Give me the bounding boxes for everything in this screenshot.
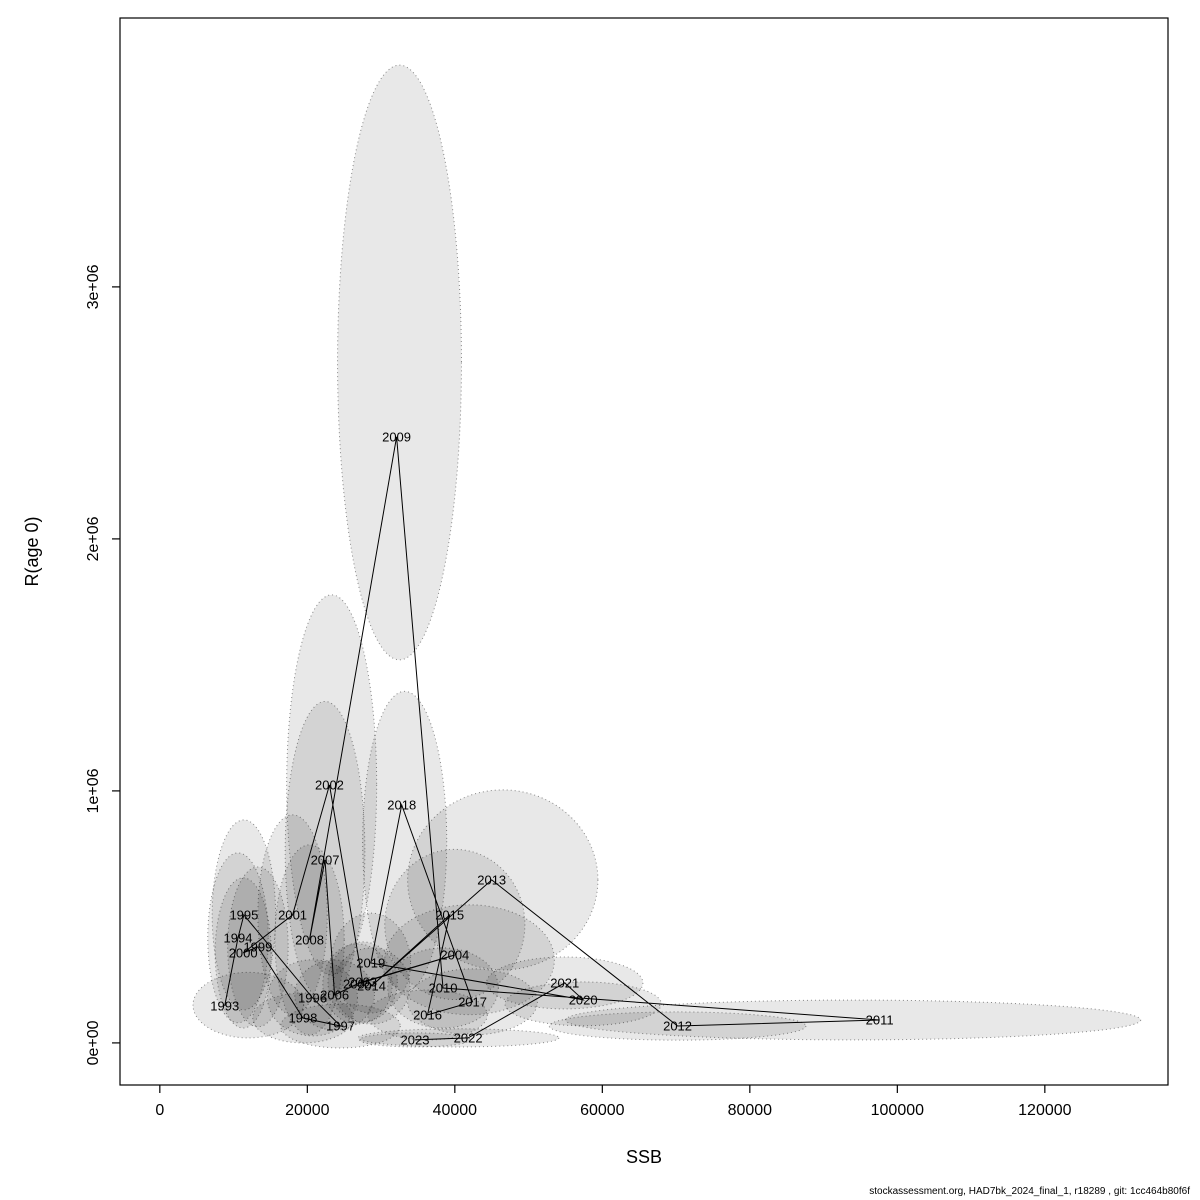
year-label-2018: 2018 (387, 798, 416, 813)
y-tick-label: 1e+06 (85, 768, 102, 813)
y-axis-title: R(age 0) (22, 516, 42, 586)
year-label-2003: 2003 (348, 974, 377, 989)
x-tick-label: 100000 (871, 1102, 924, 1119)
year-label-2014: 2014 (357, 978, 386, 993)
year-label-1997: 1997 (326, 1019, 355, 1034)
y-tick-label: 3e+06 (85, 264, 102, 309)
x-tick-label: 20000 (285, 1102, 330, 1119)
x-tick-label: 0 (155, 1102, 164, 1119)
confidence-ellipse-1993 (192, 971, 305, 1039)
year-label-2021: 2021 (550, 975, 579, 990)
year-label-2008: 2008 (295, 932, 324, 947)
x-axis: 0 20000 40000 60000 80000 100000 120000 (155, 1085, 1072, 1119)
year-label-2017: 2017 (458, 994, 487, 1009)
year-label-2004: 2004 (440, 947, 469, 962)
year-label-2009: 2009 (382, 429, 411, 444)
year-label-2019: 2019 (356, 956, 385, 971)
x-axis-title: SSB (626, 1147, 662, 1167)
year-label-2000: 2000 (229, 945, 258, 960)
year-label-2001: 2001 (278, 907, 307, 922)
year-label-1998: 1998 (288, 1010, 317, 1025)
year-label-2007: 2007 (311, 852, 340, 867)
year-label-2012: 2012 (663, 1019, 692, 1034)
footer-caption: stockassessment.org, HAD7bk_2024_final_1… (869, 1186, 1190, 1197)
year-label-2005: 2005 (343, 976, 372, 991)
confidence-ellipses (192, 64, 1142, 1049)
y-tick-label: 0e+00 (85, 1020, 102, 1065)
year-label-2010: 2010 (429, 980, 458, 995)
year-label-2020: 2020 (569, 992, 598, 1007)
year-label-2011: 2011 (866, 1012, 894, 1027)
year-label-2013: 2013 (477, 872, 506, 887)
confidence-ellipse-2013 (407, 789, 599, 971)
y-axis: 0e+00 1e+06 2e+06 3e+06 (85, 264, 120, 1065)
confidence-ellipse-2002 (286, 594, 378, 976)
confidence-ellipse-2011 (564, 999, 1142, 1041)
x-tick-label: 80000 (728, 1102, 773, 1119)
year-label-1995: 1995 (229, 907, 258, 922)
year-label-2006: 2006 (320, 988, 349, 1003)
confidence-ellipse-2009 (337, 64, 462, 661)
year-label-2023: 2023 (401, 1032, 430, 1047)
x-tick-label: 60000 (580, 1102, 625, 1119)
confidence-ellipse-2018 (362, 690, 448, 992)
year-label-1994: 1994 (224, 930, 253, 945)
time-series-path (224, 436, 880, 1041)
year-label-1993: 1993 (210, 998, 239, 1013)
year-label-2022: 2022 (454, 1030, 483, 1045)
x-tick-label: 40000 (433, 1102, 478, 1119)
year-label-2015: 2015 (435, 907, 464, 922)
year-label-2002: 2002 (315, 777, 344, 792)
year-label-1999: 1999 (243, 939, 272, 954)
year-label-2016: 2016 (413, 1007, 442, 1022)
plot-border (119, 17, 1169, 1086)
year-label-1996: 1996 (298, 990, 327, 1005)
x-tick-label: 120000 (1018, 1102, 1071, 1119)
confidence-ellipse-2015 (384, 848, 526, 1001)
y-tick-label: 2e+06 (85, 516, 102, 561)
